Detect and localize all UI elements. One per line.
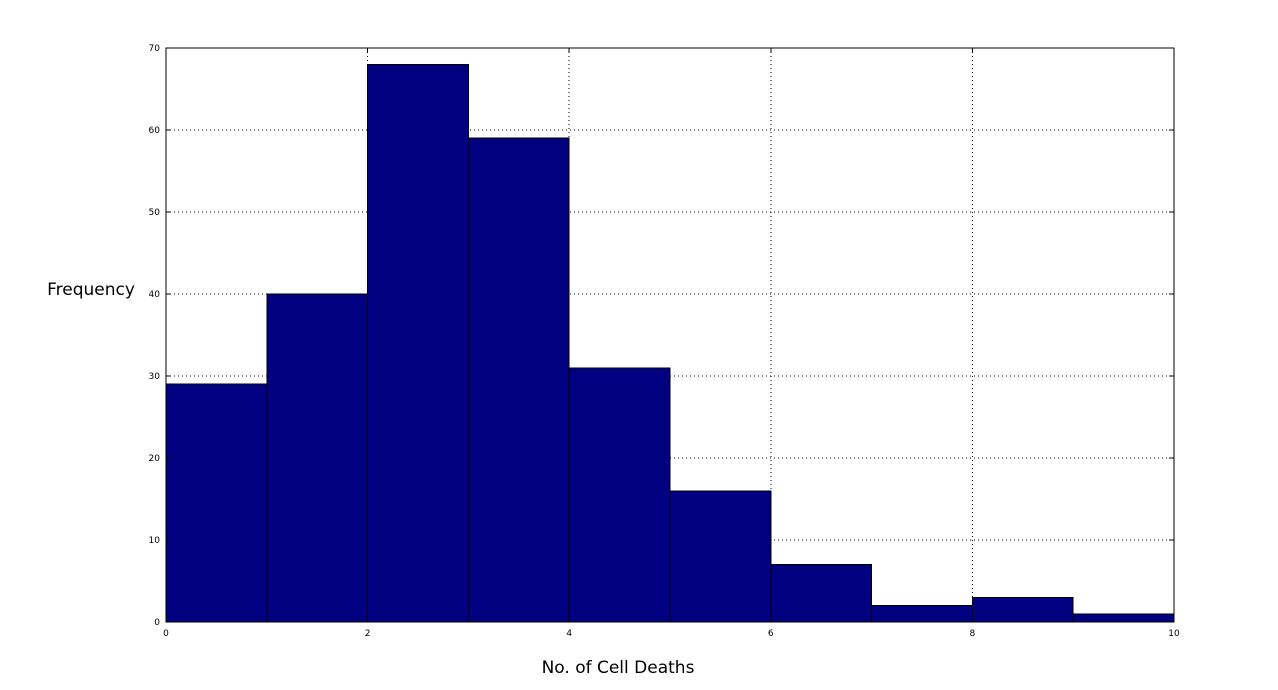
histogram-bar [467, 137, 570, 623]
histogram-bar [568, 367, 671, 623]
y-tick-label: 70 [149, 44, 161, 54]
x-tick-label: 0 [163, 629, 169, 639]
histogram-bar [770, 564, 873, 623]
x-tick-label: 6 [768, 629, 774, 639]
histogram-bar [1072, 613, 1175, 623]
histogram-bar [165, 383, 268, 623]
plot-frame [165, 47, 1175, 623]
histogram-bar [871, 605, 973, 623]
x-axis-label: No. of Cell Deaths [542, 658, 695, 678]
x-tick-label: 8 [970, 629, 976, 639]
plot-border [165, 47, 1175, 623]
y-tick-label: 50 [149, 208, 161, 218]
y-tick-label: 60 [149, 126, 161, 136]
histogram-bars [165, 63, 1175, 623]
y-tick-label: 40 [149, 290, 161, 300]
y-tick-label: 10 [149, 536, 161, 546]
histogram-bar [669, 490, 772, 623]
histogram-bar [971, 596, 1074, 623]
histogram-bar [266, 293, 369, 623]
y-axis-label: Frequency [47, 280, 135, 300]
x-tick-label: 10 [1168, 629, 1180, 639]
axis-labels: Frequency No. of Cell Deaths [47, 280, 694, 678]
axis-ticks: 0 2 4 6 8 10 0 10 20 30 40 50 60 70 [149, 44, 1180, 639]
y-tick-label: 20 [149, 454, 161, 464]
y-tick-label: 0 [154, 618, 160, 628]
y-tick-label: 30 [149, 372, 161, 382]
histogram-bar [367, 63, 469, 623]
x-tick-label: 4 [566, 629, 572, 639]
x-tick-label: 2 [365, 629, 371, 639]
